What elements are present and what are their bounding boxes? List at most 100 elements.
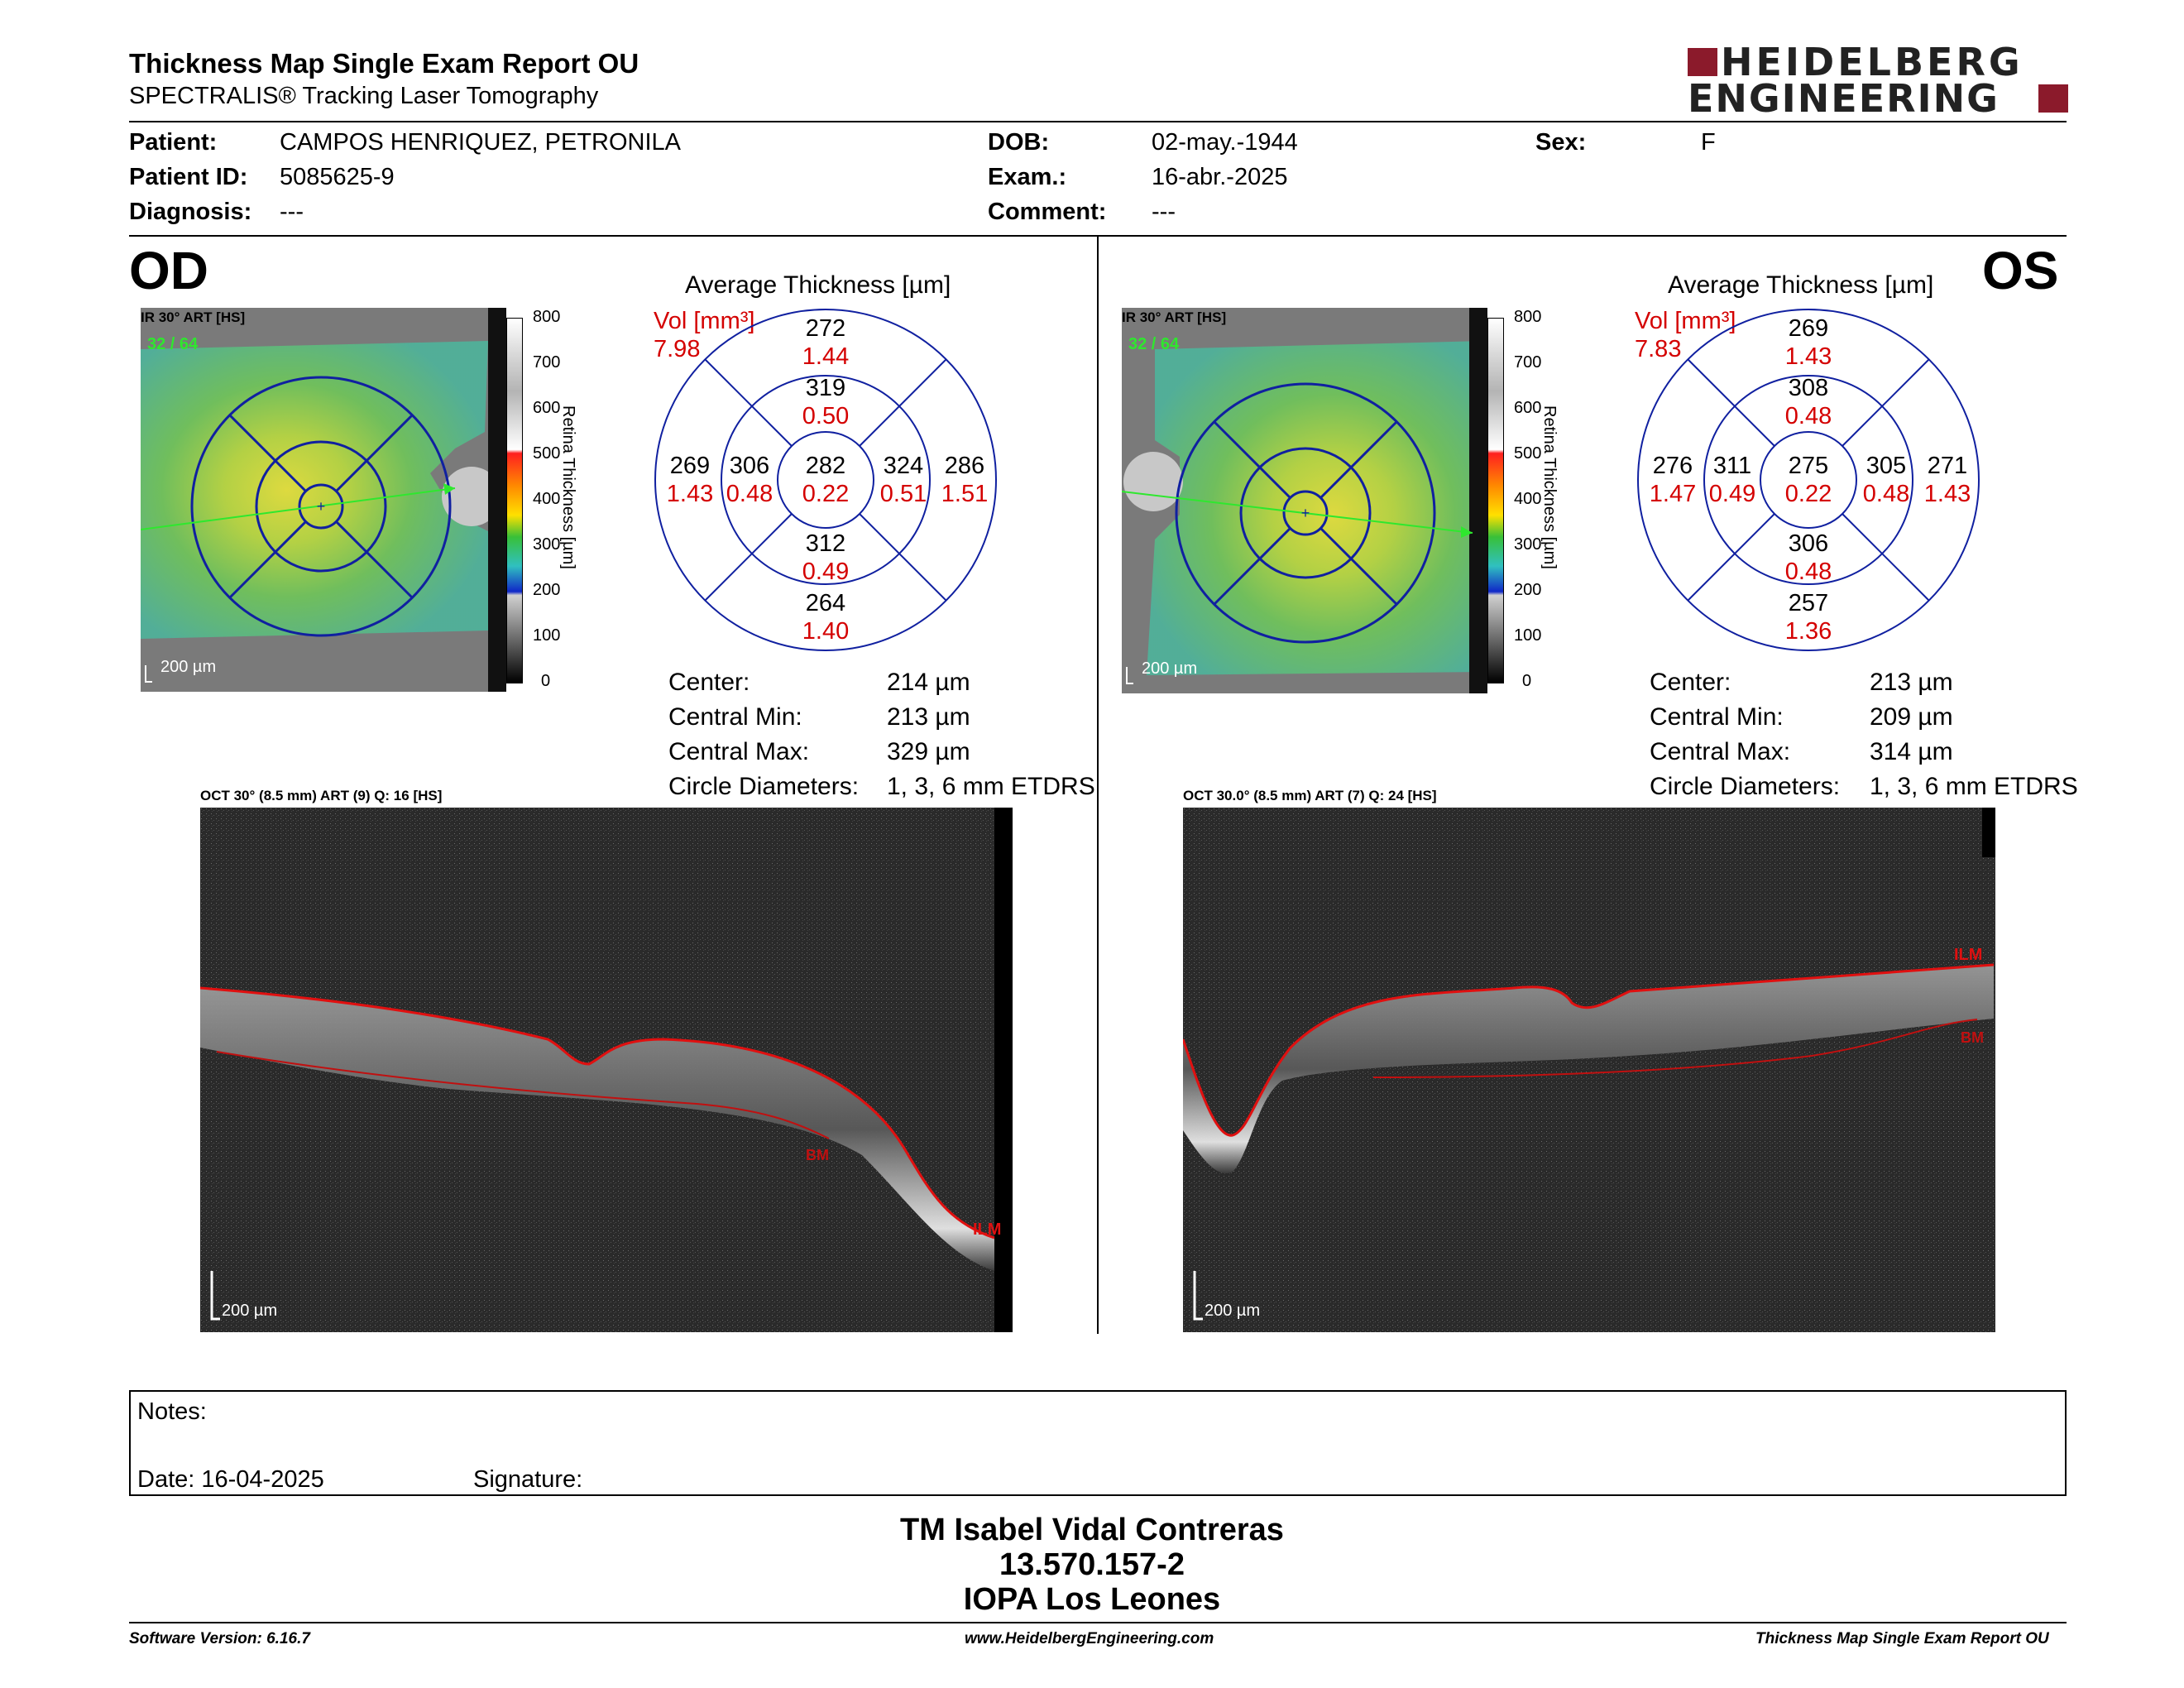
os-oct-edge bbox=[1982, 808, 1995, 857]
os-etdrs-spoke bbox=[1842, 358, 1930, 447]
od-thickness-map: + 32 / 64 200 µm bbox=[140, 308, 506, 692]
os-tick-100: 100 bbox=[1514, 626, 1542, 645]
od-oct-svg: ILM BM 200 µm bbox=[199, 808, 1013, 1332]
od-outer-temp-thickness: 269 bbox=[670, 453, 710, 479]
od-cmax-value: 329 µm bbox=[887, 738, 970, 765]
od-vol-total: 7.98 bbox=[654, 336, 701, 362]
os-bm-label: BM bbox=[1961, 1029, 1984, 1046]
report-title: Thickness Map Single Exam Report OU bbox=[129, 48, 639, 79]
od-vol-label: Vol [mm³] bbox=[654, 308, 755, 334]
signer-id: 13.570.157-2 bbox=[999, 1547, 1185, 1582]
od-oct-edge bbox=[994, 808, 1013, 1332]
dob-label: DOB: bbox=[988, 129, 1050, 156]
os-oct-svg: ILM BM 200 µm bbox=[1181, 808, 1995, 1332]
logo-square-bottom bbox=[2038, 84, 2068, 113]
os-avg-title: Average Thickness [µm] bbox=[1668, 271, 1934, 299]
os-etdrs-spoke bbox=[1687, 358, 1775, 447]
header-divider bbox=[129, 121, 2067, 122]
od-scan-line bbox=[140, 487, 456, 530]
od-eye-label: OD bbox=[129, 241, 208, 300]
od-ilm-label: ILM bbox=[973, 1220, 1001, 1239]
os-center-value: 213 µm bbox=[1870, 669, 1953, 696]
signer-name: TM Isabel Vidal Contreras bbox=[900, 1513, 1284, 1547]
os-fovea-cross-icon: + bbox=[1301, 505, 1310, 521]
os-thickness-map: + 32 / 64 200 µm bbox=[1121, 308, 1487, 693]
od-etdrs-spoke bbox=[859, 513, 947, 602]
os-map-caption: IR 30° ART [HS] bbox=[1122, 309, 1227, 325]
os-etdrs-inner-ring bbox=[1703, 375, 1913, 585]
os-ilm-line bbox=[1181, 963, 1995, 1137]
os-scan-arrow-icon bbox=[1461, 526, 1473, 538]
os-circ-value: 1, 3, 6 mm ETDRS bbox=[1870, 773, 2078, 800]
os-cmax-label: Central Max: bbox=[1650, 738, 1791, 765]
od-optic-disc bbox=[442, 467, 501, 526]
patient-label: Patient: bbox=[129, 129, 218, 156]
os-oct-scale-bar-icon bbox=[1193, 1271, 1203, 1321]
os-scale-bar-icon bbox=[1126, 667, 1133, 684]
signature-label: Signature: bbox=[473, 1466, 583, 1493]
od-tick-0: 0 bbox=[541, 672, 551, 690]
os-tick-400: 400 bbox=[1514, 490, 1542, 508]
patient-id-label: Patient ID: bbox=[129, 164, 248, 190]
od-outer-sup-volume: 1.44 bbox=[802, 343, 849, 370]
os-tick-600: 600 bbox=[1514, 399, 1542, 417]
od-ilm-line bbox=[199, 986, 995, 1240]
os-inner-nas-thickness: 305 bbox=[1866, 453, 1906, 479]
od-scale-bar-icon bbox=[145, 665, 152, 683]
signer-org: IOPA Los Leones bbox=[963, 1582, 1221, 1617]
od-colorbar-gradient bbox=[506, 318, 523, 683]
os-map-overlay-text: 32 / 64 bbox=[1128, 335, 1180, 353]
website-link[interactable]: www.HeidelbergEngineering.com bbox=[965, 1630, 1214, 1647]
os-outer-inf-volume: 1.36 bbox=[1785, 618, 1832, 645]
od-outer-nas-thickness: 286 bbox=[945, 453, 984, 479]
od-center-value: 214 µm bbox=[887, 669, 970, 696]
od-outer-nas-volume: 1.51 bbox=[941, 481, 988, 507]
od-colorbar bbox=[506, 314, 630, 687]
od-oct-scan: ILM BM 200 µm bbox=[199, 808, 1013, 1332]
od-thickness-overlay bbox=[141, 341, 488, 639]
od-tick-300: 300 bbox=[533, 535, 561, 554]
od-oct-scale-text: 200 µm bbox=[222, 1302, 277, 1320]
os-cmax-value: 314 µm bbox=[1870, 738, 1953, 765]
os-center-thickness: 275 bbox=[1789, 453, 1828, 479]
os-vol-label: Vol [mm³] bbox=[1635, 308, 1736, 334]
os-outer-temp-thickness: 276 bbox=[1653, 453, 1693, 479]
od-outer-inf-volume: 1.40 bbox=[802, 618, 849, 645]
logo-text-line1: HEIDELBERG bbox=[1721, 40, 2024, 84]
os-map-scale: 200 µm bbox=[1142, 659, 1197, 678]
od-etdrs-spoke bbox=[704, 513, 793, 602]
od-etdrs-center-ring bbox=[777, 431, 874, 529]
os-oct-scale-text: 200 µm bbox=[1205, 1302, 1260, 1320]
od-dark-edge bbox=[488, 308, 506, 692]
os-inner-sup-thickness: 308 bbox=[1789, 375, 1828, 401]
od-tick-700: 700 bbox=[533, 353, 561, 372]
os-inner-inf-volume: 0.48 bbox=[1785, 559, 1832, 585]
os-outer-temp-volume: 1.47 bbox=[1650, 481, 1696, 507]
info-divider bbox=[129, 235, 2067, 237]
od-outer-inf-thickness: 264 bbox=[806, 590, 845, 616]
od-etdrs-outer-ring bbox=[654, 309, 997, 651]
notes-date: Date: 16-04-2025 bbox=[137, 1466, 324, 1493]
footer-divider bbox=[129, 1622, 2067, 1623]
od-etdrs-spoke bbox=[704, 358, 793, 447]
os-etdrs-grid bbox=[1175, 382, 1436, 644]
os-inner-temp-volume: 0.49 bbox=[1709, 481, 1755, 507]
od-oct-caption: OCT 30° (8.5 mm) ART (9) Q: 16 [HS] bbox=[200, 788, 443, 803]
od-inner-nas-thickness: 324 bbox=[884, 453, 923, 479]
od-tick-100: 100 bbox=[533, 626, 561, 645]
os-outer-sup-thickness: 269 bbox=[1789, 315, 1828, 342]
os-tick-800: 800 bbox=[1514, 308, 1542, 326]
notes-box: Notes: Date: 16-04-2025 Signature: bbox=[129, 1390, 2067, 1496]
od-center-volume: 0.22 bbox=[802, 481, 849, 507]
os-inner-inf-thickness: 306 bbox=[1789, 530, 1828, 557]
footer-report-name: Thickness Map Single Exam Report OU bbox=[1755, 1630, 2049, 1647]
comment-value: --- bbox=[1152, 199, 1176, 225]
exam-label: Exam.: bbox=[988, 164, 1067, 190]
od-inner-temp-volume: 0.48 bbox=[726, 481, 773, 507]
od-colorbar-title: Retina Thickness [µm] bbox=[559, 405, 577, 569]
diagnosis-label: Diagnosis: bbox=[129, 199, 252, 225]
od-center-thickness: 282 bbox=[806, 453, 845, 479]
sex-value: F bbox=[1701, 129, 1716, 156]
od-scan-arrow-icon bbox=[443, 483, 455, 495]
os-etdrs-spoke bbox=[1842, 513, 1930, 602]
